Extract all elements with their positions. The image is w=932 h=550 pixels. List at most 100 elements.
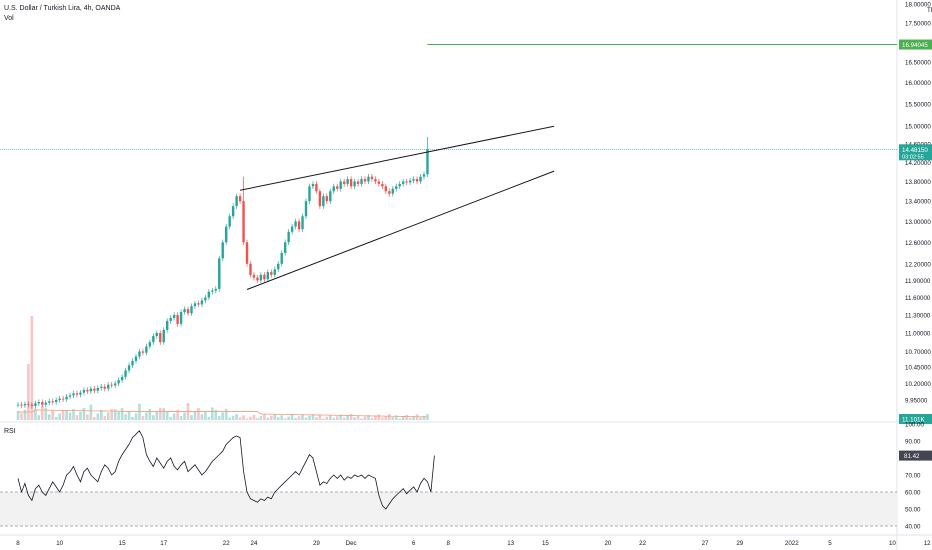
volume-bar — [96, 413, 100, 420]
candle — [225, 226, 228, 243]
candle — [127, 365, 131, 371]
candle — [412, 179, 415, 181]
time-tick-label: 10 — [889, 540, 896, 547]
volume-bar — [322, 418, 325, 420]
volume-bar — [86, 414, 89, 420]
candle — [159, 332, 162, 343]
volume-bar — [374, 416, 377, 420]
candle — [367, 176, 370, 182]
volume-bar — [315, 417, 318, 420]
volume-bar — [124, 414, 127, 420]
candle — [294, 221, 297, 227]
volume-bar — [54, 417, 58, 420]
candle — [342, 181, 346, 184]
volume-bar — [40, 405, 44, 420]
candle — [37, 402, 41, 404]
volume-bar — [127, 410, 131, 420]
candle — [336, 186, 339, 189]
candle — [204, 297, 207, 301]
volume-bar — [162, 408, 166, 420]
volume-bar — [172, 413, 176, 420]
volume-bar — [276, 417, 280, 420]
candle — [270, 272, 273, 275]
volume-bar — [422, 415, 426, 420]
candle — [301, 216, 304, 230]
candle — [242, 201, 245, 243]
volume-bar — [68, 412, 72, 420]
volume-bar — [217, 416, 221, 420]
price-tick-label: 13.40000 — [905, 199, 931, 206]
candle — [315, 183, 318, 192]
rsi-tick-label: 100.00 — [905, 422, 924, 429]
candle — [152, 336, 155, 343]
price-tick-label: 12.60000 — [905, 240, 931, 247]
candle — [197, 303, 200, 305]
volume-bar — [401, 416, 405, 420]
price-tick-label: 14.20000 — [905, 160, 931, 167]
candle — [398, 183, 401, 187]
price-tick-label: 16.50000 — [905, 60, 931, 67]
volume-bar — [228, 417, 231, 420]
candles — [16, 137, 429, 409]
price-tick-label: 9.95000 — [905, 398, 928, 405]
volume-bar — [37, 415, 41, 420]
candle — [131, 360, 134, 366]
candle — [30, 404, 34, 407]
candle — [287, 231, 290, 243]
volume-bar — [238, 417, 242, 420]
time-tick-label: 29 — [736, 540, 743, 547]
candle — [283, 242, 287, 253]
time-tick-label: 27 — [702, 540, 709, 547]
volume-bar — [384, 415, 388, 420]
volume-bar — [363, 416, 367, 420]
volume-bar — [353, 417, 356, 420]
volume-bar — [231, 415, 235, 420]
candle — [48, 401, 51, 403]
candle — [346, 179, 349, 184]
volume-bar — [34, 408, 37, 420]
candle — [214, 288, 217, 291]
time-tick-label: 8 — [447, 540, 451, 547]
candle — [252, 274, 256, 278]
candle — [419, 176, 422, 182]
volume-bar — [381, 417, 384, 420]
candle — [231, 206, 235, 217]
volume-bar — [99, 409, 103, 420]
rsi-tick-label: 40.00 — [905, 524, 921, 531]
time-tick-label: 15 — [119, 540, 126, 547]
volume-bar — [221, 412, 225, 420]
volume-bar — [290, 414, 294, 420]
candle — [193, 303, 197, 307]
time-tick-label: 2022 — [785, 540, 799, 547]
candle — [360, 179, 363, 184]
candle — [211, 290, 214, 292]
volume-bar — [93, 417, 96, 420]
candle — [395, 186, 398, 189]
volume-bar — [179, 416, 183, 420]
volume-bar — [335, 416, 339, 420]
candle — [58, 398, 61, 400]
time-tick-label: 6 — [412, 540, 416, 547]
volume-bar — [44, 408, 48, 420]
candle — [221, 242, 224, 259]
volume-bar — [214, 409, 218, 420]
price-label-target — [899, 39, 932, 50]
volume-bar — [176, 409, 179, 420]
candle — [311, 183, 315, 187]
volume-bar — [61, 409, 65, 420]
volume-bar — [387, 414, 391, 420]
candle — [228, 216, 231, 227]
volume-bar — [79, 411, 82, 420]
candle — [20, 404, 23, 406]
time-tick-label: 29 — [313, 540, 320, 547]
volume-bar — [412, 416, 415, 420]
candle — [381, 183, 384, 187]
time-tick-label: 24 — [251, 540, 258, 547]
volume-bar — [110, 408, 113, 420]
rsi-tick-label: 90.00 — [905, 439, 921, 446]
candle — [96, 388, 100, 391]
volume-bar — [280, 415, 284, 420]
candle — [277, 263, 280, 270]
candle — [89, 388, 93, 392]
